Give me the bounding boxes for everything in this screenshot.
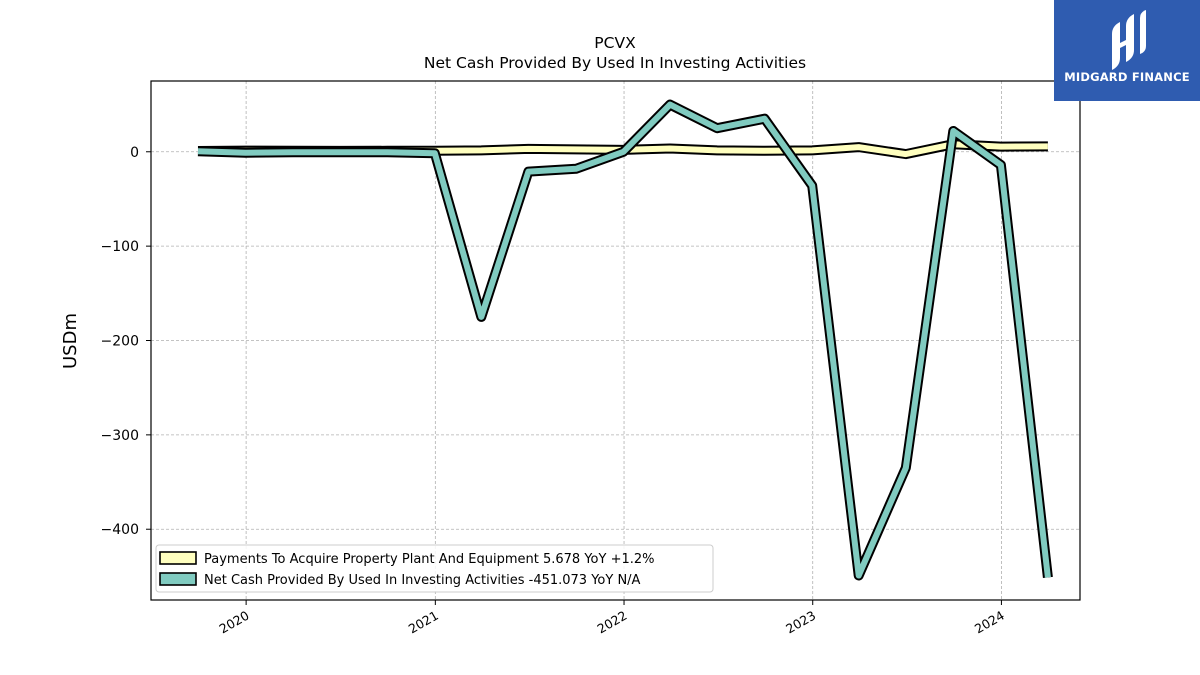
chart-title: PCVX <box>594 34 636 52</box>
x-tick-label: 2022 <box>594 608 629 637</box>
legend-swatch-ppe <box>159 551 197 565</box>
legend-label-investing: Net Cash Provided By Used In Investing A… <box>204 573 641 588</box>
y-tick-label: −400 <box>101 522 139 538</box>
x-tick-label: 2023 <box>783 608 818 637</box>
series-investing <box>197 99 1053 581</box>
logo-mark-icon <box>1112 10 1146 70</box>
series-line-outline <box>197 99 1053 581</box>
series-lines <box>197 99 1053 581</box>
x-tick-label: 2021 <box>406 608 441 637</box>
legend-label-ppe: Payments To Acquire Property Plant And E… <box>204 552 655 567</box>
legend-box <box>155 544 714 593</box>
legend-swatch-investing <box>159 572 197 586</box>
chart-subtitle: Net Cash Provided By Used In Investing A… <box>424 54 806 72</box>
legend: Payments To Acquire Property Plant And E… <box>155 544 714 593</box>
y-tick-label: −300 <box>101 428 139 444</box>
series-line <box>197 101 1051 579</box>
brand-logo: MIDGARD FINANCE <box>1054 0 1200 101</box>
y-tick-label: 0 <box>130 145 139 161</box>
y-axis-label: USDm <box>60 313 81 369</box>
y-tick-label: −100 <box>101 239 139 255</box>
y-tick-label: −200 <box>101 334 139 350</box>
logo-text: MIDGARD FINANCE <box>1064 70 1190 84</box>
x-tick-label: 2020 <box>217 608 252 637</box>
x-tick-label: 2024 <box>972 608 1007 637</box>
